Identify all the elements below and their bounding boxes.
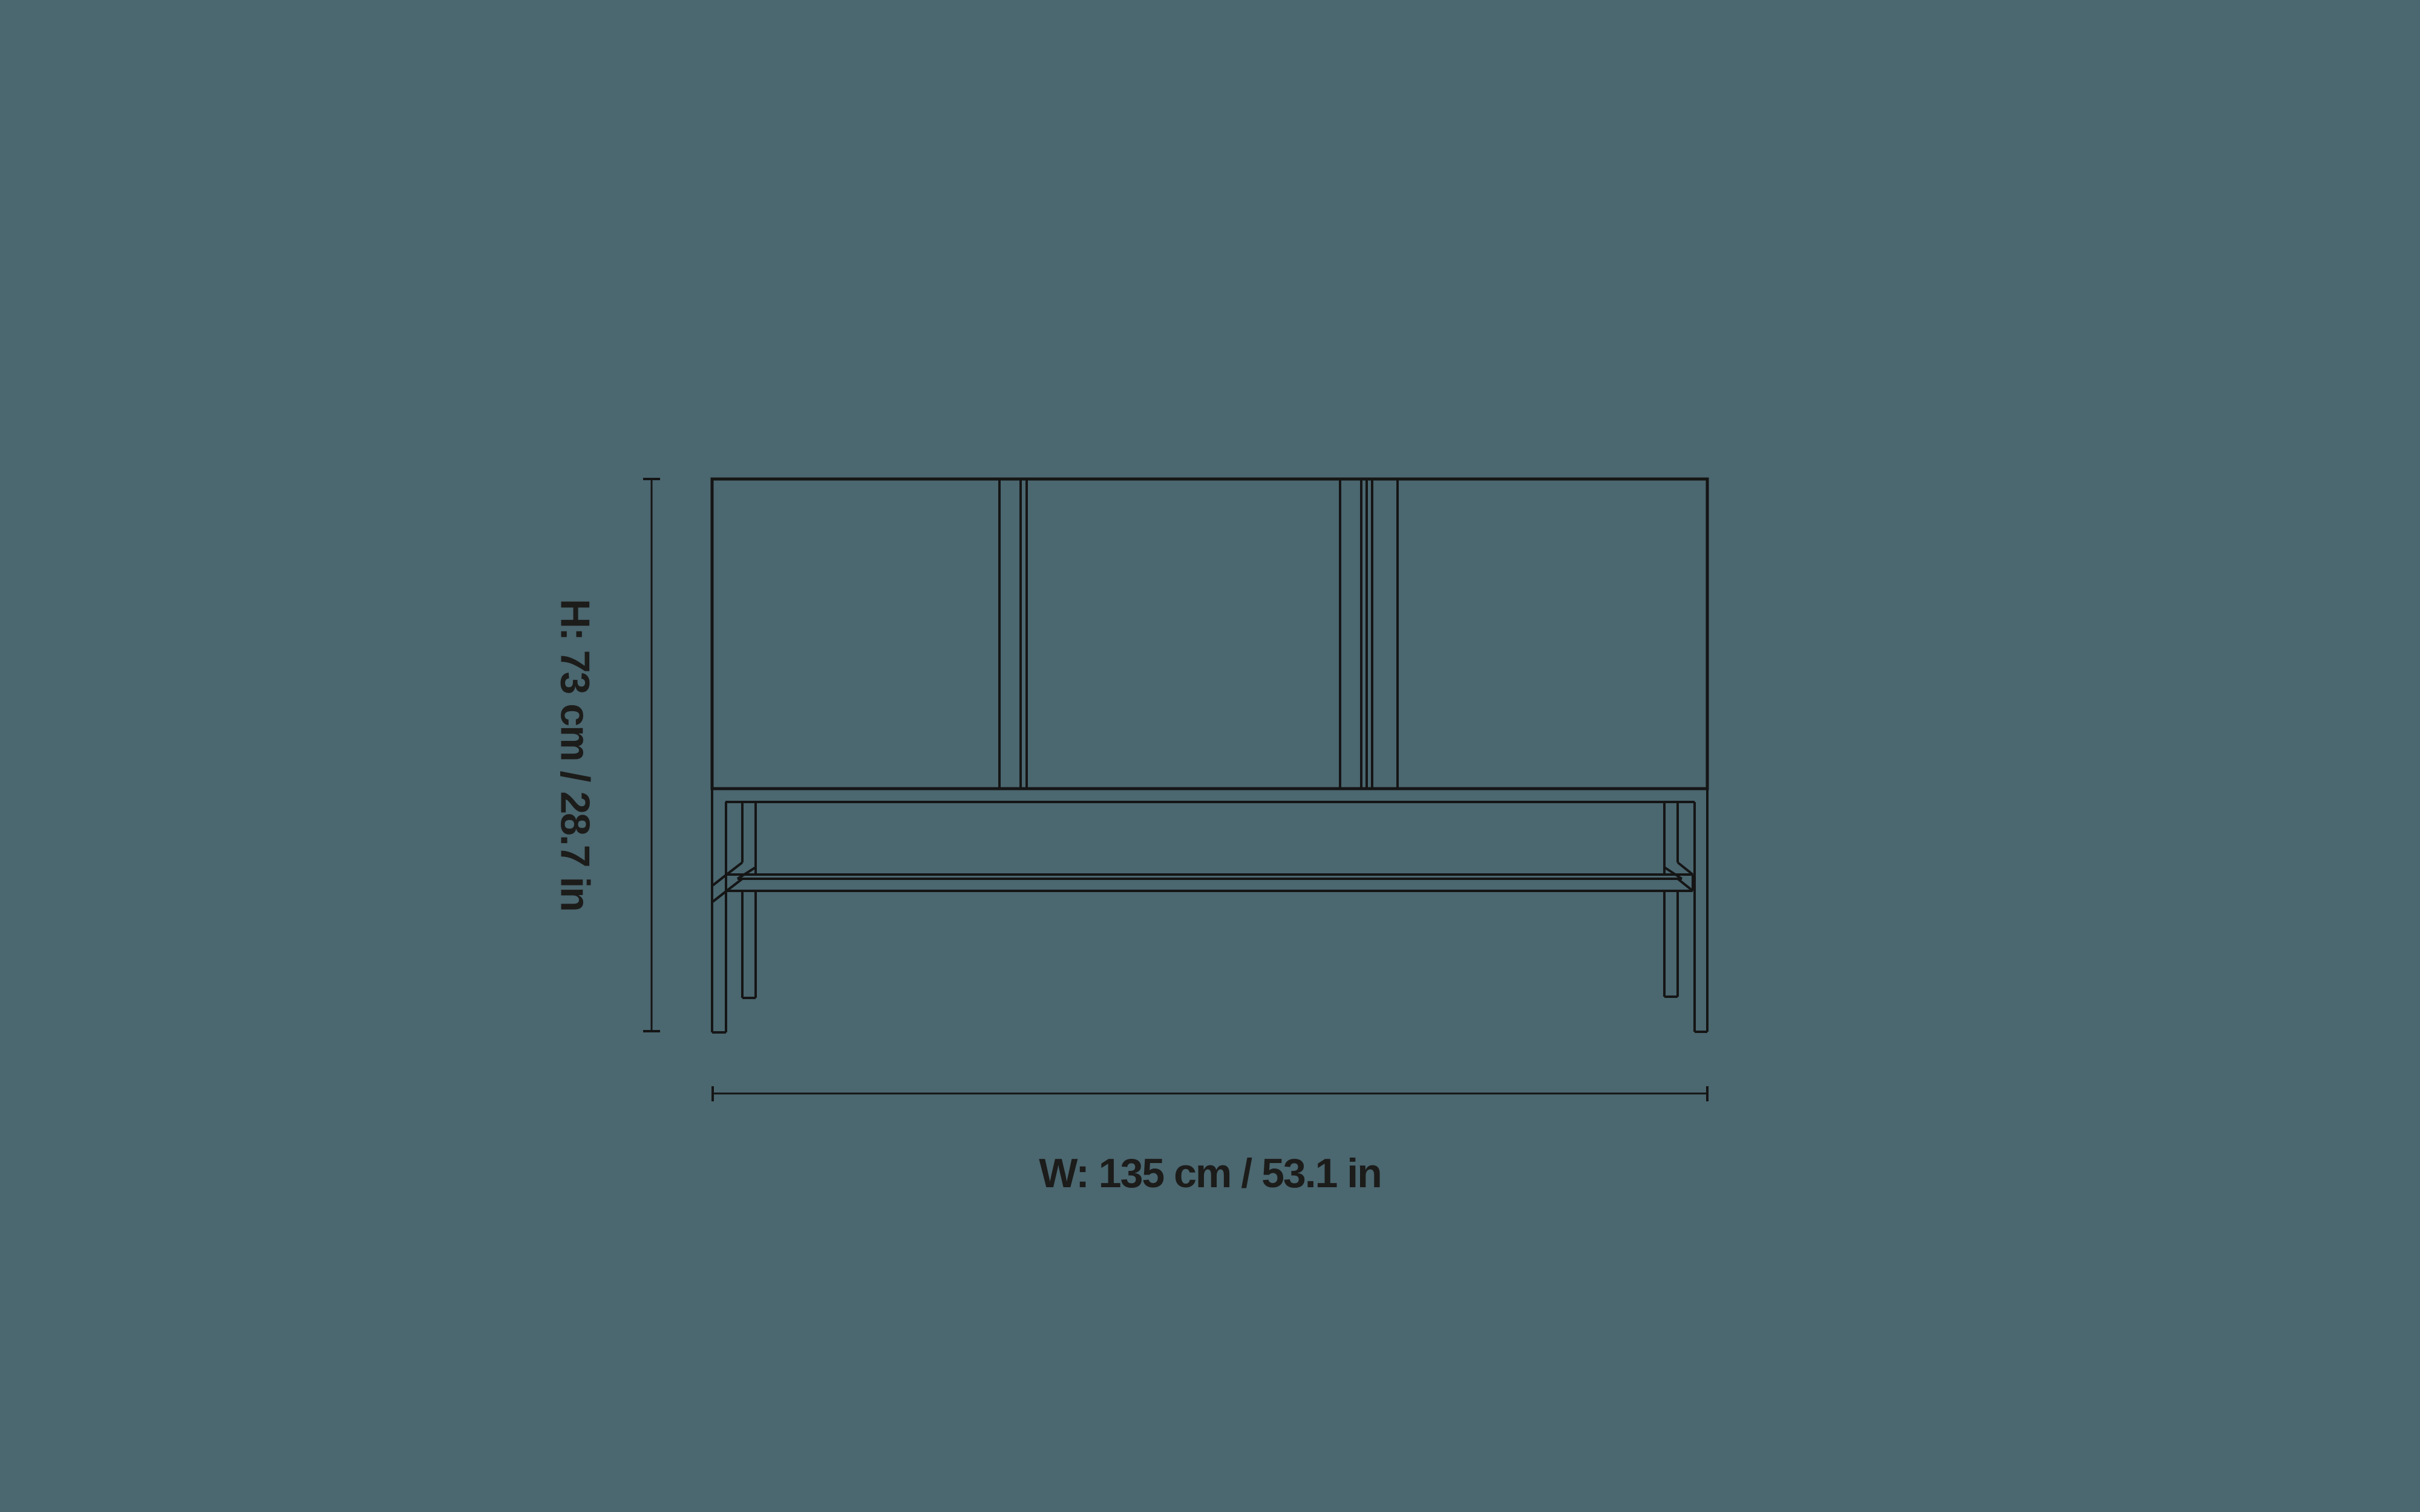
- height-label: H: 73 cm / 28.7 in: [552, 599, 598, 911]
- cabinet-body: [710, 477, 1709, 790]
- back-right-leg: [1663, 803, 1679, 998]
- lower-stretcher-rails: [727, 873, 1693, 892]
- base-frame: [711, 789, 1709, 1034]
- width-dimension: W: 135 cm / 53.1 in: [711, 1086, 1709, 1196]
- door-seam-lines: [998, 480, 1399, 787]
- stretcher-left-end-diagonals: [711, 861, 757, 903]
- height-dimension-ticks: [643, 478, 660, 1032]
- stretcher-right-end-diagonals: [1663, 861, 1694, 892]
- width-dimension-ticks: [711, 1086, 1709, 1101]
- cabinet-body-outline: [710, 477, 1709, 790]
- front-left-leg: [711, 789, 727, 1034]
- width-label: W: 135 cm / 53.1 in: [1039, 1150, 1381, 1196]
- front-right-leg: [1693, 789, 1709, 1033]
- back-left-leg: [741, 803, 757, 999]
- height-dimension: H: 73 cm / 28.7 in: [552, 478, 660, 1032]
